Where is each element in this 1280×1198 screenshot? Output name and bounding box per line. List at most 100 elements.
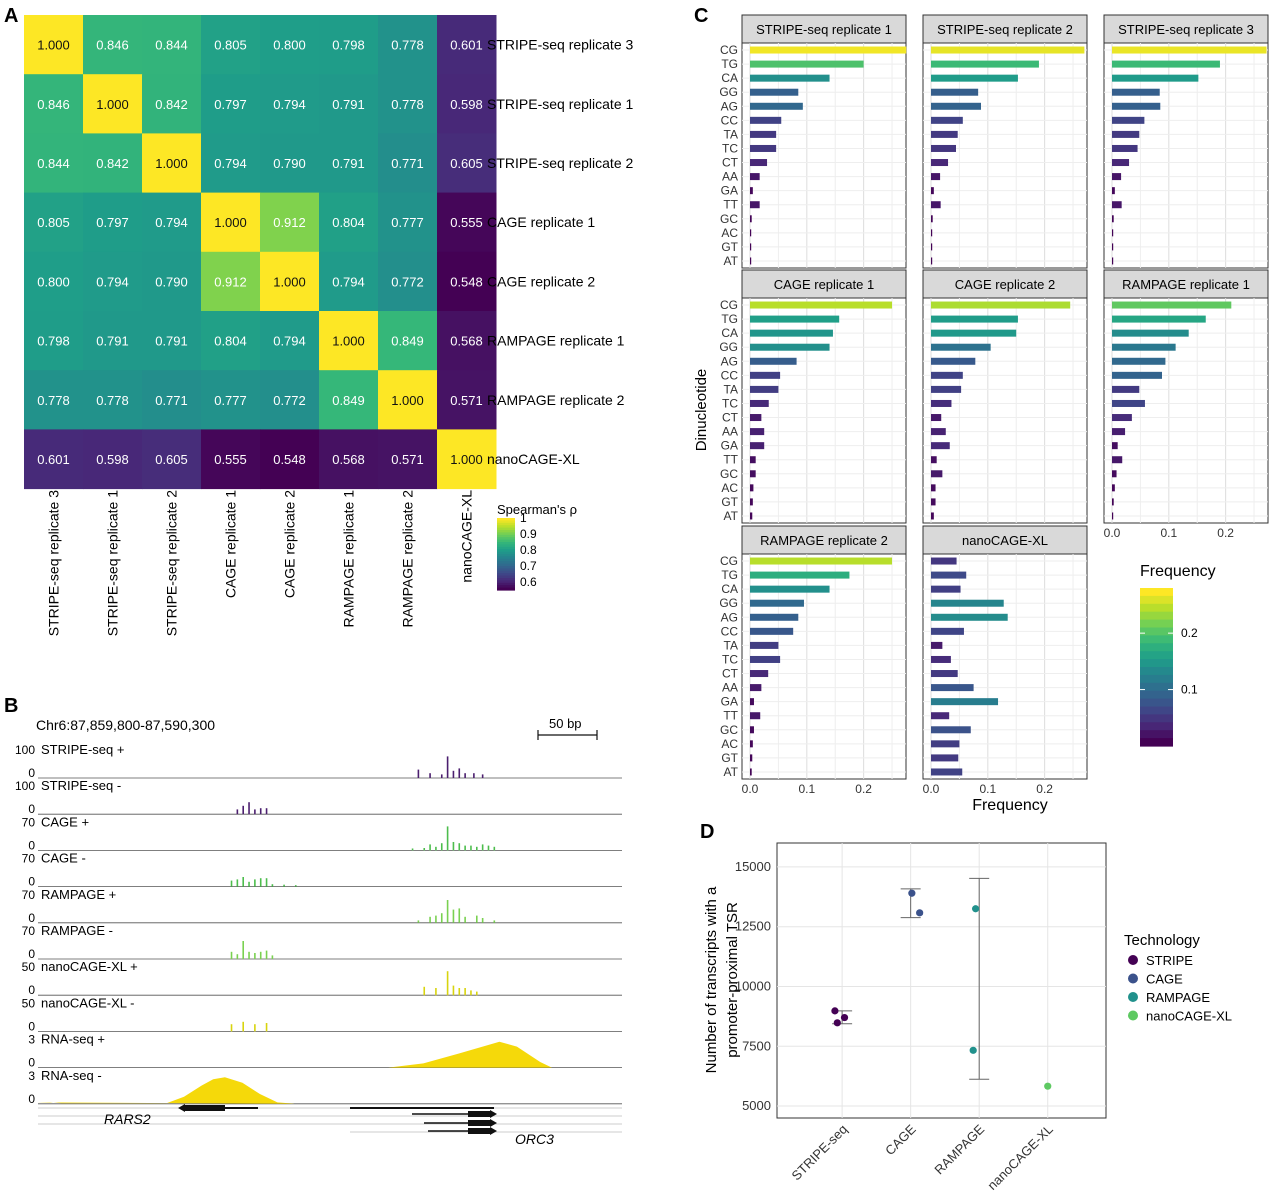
frequency-bar: [750, 456, 756, 464]
signal-bar: [423, 848, 426, 851]
rna-seq-area: [388, 1041, 552, 1068]
track-max-tick: 100: [15, 743, 35, 757]
heatmap-cell: [319, 133, 379, 194]
dinucleotide-tick-label: CA: [721, 326, 738, 340]
frequency-tick-label: 0.0: [742, 782, 759, 796]
heatmap-legend-swatch: [497, 568, 515, 572]
heatmap-legend-swatch: [497, 549, 515, 553]
frequency-bar: [931, 229, 933, 237]
signal-bar: [476, 991, 478, 996]
y-tick-label: 5000: [742, 1098, 771, 1113]
heatmap-cell: [201, 370, 261, 430]
frequency-bar: [931, 754, 959, 762]
heatmap-cell-value: 0.842: [96, 156, 129, 171]
dinucleotide-tick-label: AG: [721, 99, 738, 113]
facet-strip-label: STRIPE-seq replicate 2: [937, 22, 1073, 37]
frequency-bar: [750, 187, 753, 195]
frequency-legend-swatch: [1140, 698, 1173, 708]
frequency-bar: [931, 159, 949, 167]
heatmap-cell: [142, 192, 202, 253]
heatmap-cell: [142, 133, 202, 194]
frequency-bar: [1112, 201, 1122, 209]
heatmap-cell: [201, 74, 261, 134]
signal-bar: [458, 908, 461, 923]
signal-bar: [446, 900, 449, 923]
frequency-bar: [750, 301, 893, 309]
signal-bar: [476, 915, 478, 923]
frequency-bar: [1112, 74, 1199, 82]
frequency-bar: [750, 698, 754, 706]
heatmap-col-label: nanoCAGE-XL: [459, 490, 475, 583]
heatmap-cell-value: 0.849: [332, 393, 365, 408]
signal-bar: [283, 884, 285, 887]
heatmap-legend-swatch: [497, 580, 515, 584]
signal-bar: [452, 842, 455, 851]
frequency-bar: [750, 599, 804, 607]
frequency-tick-label: 0.0: [923, 782, 940, 796]
heatmap-cell: [201, 133, 261, 194]
heatmap-cell-value: 0.844: [155, 38, 188, 53]
signal-bar: [452, 985, 455, 996]
heatmap-cell: [201, 311, 261, 371]
dinucleotide-tick-label: AA: [722, 425, 738, 439]
dinucleotide-tick-label: GC: [720, 467, 738, 481]
frequency-bar: [1112, 130, 1140, 138]
panel-label-c: C: [694, 5, 708, 27]
frequency-bar: [931, 599, 1004, 607]
frequency-bar: [1112, 357, 1166, 365]
heatmap-legend-swatch: [497, 520, 515, 524]
heatmap-legend-swatch: [497, 542, 515, 545]
signal-bar: [411, 848, 414, 851]
track-max-tick: 50: [22, 996, 36, 1010]
dinucleotide-tick-label: AA: [722, 170, 738, 184]
heatmap-cell-value: 0.912: [214, 274, 247, 289]
signal-bar: [452, 770, 455, 778]
facet-strip-label: STRIPE-seq replicate 1: [756, 22, 892, 37]
frequency-bar: [750, 399, 769, 407]
heatmap-legend-swatch: [497, 573, 515, 577]
frequency-tick-label: 0.0: [1104, 526, 1121, 540]
heatmap-legend-swatch: [497, 518, 515, 521]
exon-block: [185, 1105, 225, 1111]
frequency-bar: [931, 243, 933, 251]
frequency-legend-title: Frequency: [1140, 563, 1216, 580]
signal-bar: [254, 809, 256, 815]
signal-bar: [440, 843, 443, 851]
heatmap-cell-value: 0.790: [273, 156, 306, 171]
frequency-bar: [1112, 484, 1115, 492]
strand-arrow: [490, 1110, 497, 1118]
y-tick-label: 7500: [742, 1038, 771, 1053]
heatmap-cell-value: 0.605: [450, 156, 483, 171]
heatmap-row-label: CAGE replicate 1: [487, 214, 595, 230]
heatmap-cell: [437, 370, 497, 430]
heatmap-cell: [437, 251, 497, 312]
signal-bar: [242, 805, 244, 815]
signal-bar: [265, 1023, 268, 1032]
signal-bar: [470, 990, 472, 996]
signal-bar: [493, 846, 496, 851]
track-label: RNA-seq -: [41, 1068, 102, 1083]
facet-strip: [741, 269, 907, 299]
signal-bar: [259, 951, 262, 959]
frequency-bar: [1112, 442, 1118, 450]
frequency-bar: [1112, 243, 1114, 251]
track-min-tick: 0: [28, 802, 35, 816]
track-min-tick: 0: [28, 1019, 35, 1033]
heatmap-cell-value: 0.555: [450, 215, 483, 230]
track-label: nanoCAGE-XL +: [41, 959, 138, 974]
heatmap-cell: [378, 133, 438, 194]
heatmap-cell: [142, 311, 202, 371]
dinucleotide-tick-label: TG: [721, 312, 738, 326]
heatmap-row-label: STRIPE-seq replicate 2: [487, 155, 633, 171]
frequency-bar: [750, 60, 864, 68]
frequency-bar: [750, 159, 768, 167]
heatmap-legend-swatch: [497, 570, 515, 574]
heatmap-col-label: RAMPAGE replicate 1: [341, 490, 357, 628]
heatmap-cell-value: 0.800: [37, 274, 70, 289]
heatmap-cell-value: 0.794: [273, 97, 306, 112]
heatmap-row-label: nanoCAGE-XL: [487, 451, 580, 467]
x-tick-label: RAMPAGE: [931, 1121, 987, 1177]
heatmap-cell-value: 0.772: [273, 393, 306, 408]
signal-bar: [487, 845, 490, 851]
heatmap-cell: [83, 15, 143, 75]
